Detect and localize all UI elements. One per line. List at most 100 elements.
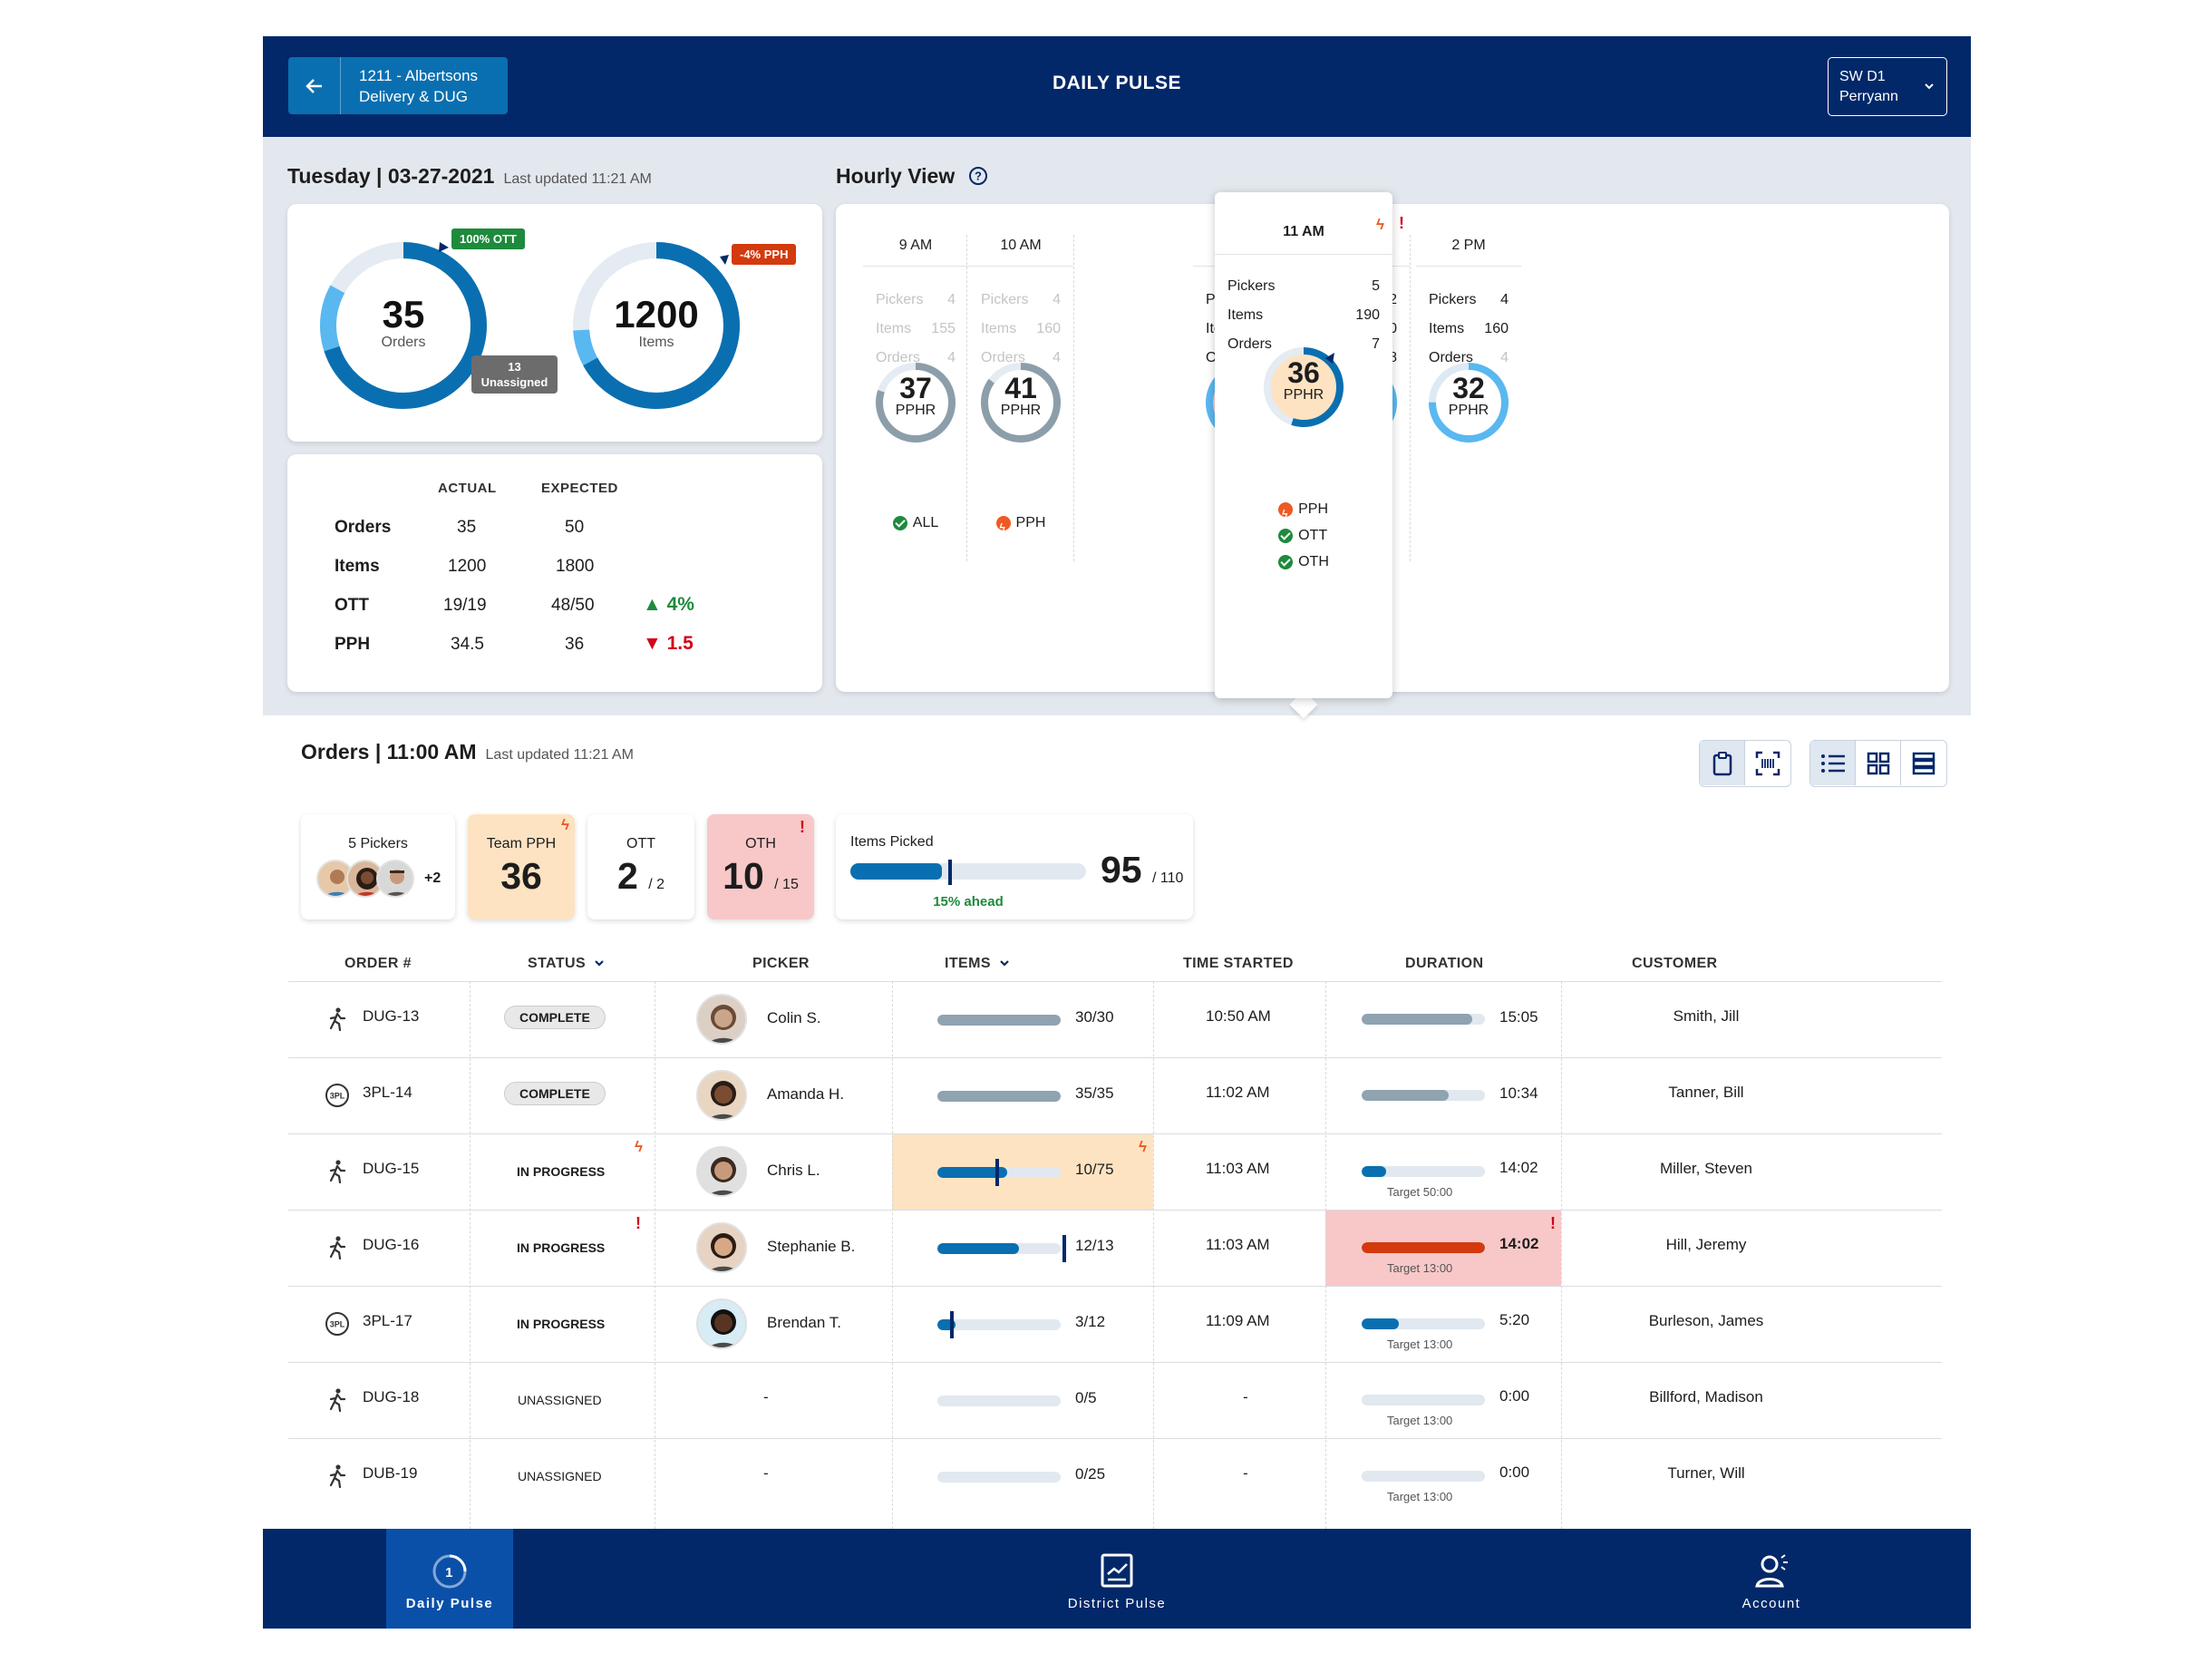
stat-label: Items bbox=[1429, 321, 1465, 336]
hour-stats: Pickers 5 Items 190 Orders 7 bbox=[1227, 272, 1380, 359]
customer-name[interactable]: Miller, Steven bbox=[1659, 1160, 1753, 1177]
customer-name[interactable]: Tanner, Bill bbox=[1668, 1084, 1744, 1101]
col-customer[interactable]: CUSTOMER bbox=[1632, 956, 1718, 971]
table-view-icon[interactable] bbox=[1901, 741, 1946, 785]
order-number[interactable]: 3PL-17 bbox=[363, 1312, 412, 1329]
col-divider bbox=[470, 981, 471, 1529]
list-view-icon[interactable] bbox=[1810, 741, 1856, 785]
items-picked-value: 95 bbox=[1101, 849, 1142, 890]
orders-marker bbox=[439, 242, 449, 252]
customer-name[interactable]: Turner, Will bbox=[1667, 1464, 1745, 1482]
stat-label: Pickers bbox=[876, 292, 924, 307]
stat-row-items: Items 160 bbox=[1429, 315, 1509, 344]
unassigned-badge[interactable]: 13 Unassigned bbox=[471, 355, 558, 394]
store-back-button[interactable]: 1211 - Albertsons Delivery & DUG bbox=[288, 57, 508, 114]
table-row[interactable]: DUB-19 UNASSIGNED - 0/25 - 0:00 Target 13:00 Tu… bbox=[288, 1438, 1942, 1514]
nav-district-pulse[interactable]: District Pulse bbox=[1044, 1529, 1189, 1629]
hourly-card bbox=[836, 204, 1949, 692]
warning-bolt-icon: ϟ bbox=[1139, 1138, 1147, 1155]
picker-name[interactable]: Colin S. bbox=[767, 1009, 821, 1026]
status-badge: COMPLETE bbox=[504, 1006, 606, 1029]
stat-row-orders: Orders 4 bbox=[1429, 344, 1509, 373]
order-number[interactable]: DUB-19 bbox=[363, 1464, 418, 1482]
duration-value: 15:05 bbox=[1499, 1008, 1538, 1026]
time-started: 11:09 AM bbox=[1206, 1312, 1270, 1329]
grid-view-icon[interactable] bbox=[1856, 741, 1901, 785]
district-pulse-icon bbox=[1101, 1553, 1133, 1588]
table-row[interactable]: DUG-13 COMPLETE Colin S. 30/30 10:50 AM 15:05… bbox=[288, 981, 1942, 1057]
district-selector[interactable]: SW D1 Perryann bbox=[1828, 57, 1947, 116]
order-number[interactable]: DUG-15 bbox=[363, 1160, 420, 1177]
items-picked-tile[interactable]: Items Picked 15% ahead 95 / 110 bbox=[836, 814, 1193, 919]
team-pph-tile[interactable]: Team PPH 36 ϟ bbox=[468, 814, 575, 919]
hour-column[interactable]: 9 AM Pickers 4 Items 155 Orders 4 37 PPHR ALL bbox=[863, 204, 968, 676]
nav-daily-pulse[interactable]: 1 Daily Pulse bbox=[386, 1529, 513, 1629]
picker-name[interactable]: Stephanie B. bbox=[767, 1238, 856, 1255]
svg-text:3PL: 3PL bbox=[330, 1320, 345, 1329]
customer-name[interactable]: Hill, Jeremy bbox=[1665, 1236, 1747, 1253]
duration-progress-fill bbox=[1362, 1318, 1399, 1329]
barcode-scan-icon[interactable] bbox=[1745, 741, 1790, 785]
table-row[interactable]: DUG-18 UNASSIGNED - 0/5 - 0:00 Target 13:00 Bil… bbox=[288, 1362, 1942, 1438]
picker-name[interactable]: Amanda H. bbox=[767, 1085, 845, 1103]
customer-name[interactable]: Burleson, James bbox=[1648, 1312, 1764, 1329]
ott-value: 2 bbox=[616, 855, 638, 897]
hour-divider bbox=[1416, 266, 1521, 267]
order-number[interactable]: 3PL-14 bbox=[363, 1084, 412, 1101]
svg-text:?: ? bbox=[975, 170, 982, 183]
order-number[interactable]: DUG-13 bbox=[363, 1007, 420, 1025]
ott-tile[interactable]: OTT 2 / 2 bbox=[587, 814, 694, 919]
pphr-value: 37 PPHR bbox=[863, 374, 968, 419]
duration-progress-bar bbox=[1362, 1090, 1485, 1101]
pickers-tile[interactable]: 5 Pickers +2 bbox=[301, 814, 455, 919]
col-picker[interactable]: PICKER bbox=[752, 956, 810, 971]
duration-progress-fill bbox=[1362, 1090, 1449, 1101]
store-service: Delivery & DUG bbox=[359, 87, 468, 105]
col-status[interactable]: STATUS bbox=[528, 956, 605, 972]
stat-value: 4 bbox=[947, 350, 956, 365]
nav-account[interactable]: Account bbox=[1717, 1529, 1826, 1629]
hour-column[interactable]: 2 PM Pickers 4 Items 160 Orders 4 32 PPHR bbox=[1416, 204, 1521, 676]
time-started: 11:03 AM bbox=[1206, 1236, 1270, 1253]
clipboard-icon[interactable] bbox=[1700, 741, 1745, 785]
col-divider bbox=[1153, 981, 1154, 1529]
table-row[interactable]: DUG-15 IN PROGRESS ϟ Chris L. 10/75 ϟ 11:03 AM… bbox=[288, 1133, 1942, 1211]
duration-target: Target 13:00 bbox=[1387, 1414, 1453, 1427]
top-header: 1211 - Albertsons Delivery & DUG DAILY P… bbox=[263, 36, 1971, 137]
col-time-started[interactable]: TIME STARTED bbox=[1183, 956, 1294, 971]
help-icon[interactable]: ? bbox=[968, 166, 988, 186]
col-divider bbox=[892, 981, 893, 1529]
customer-name[interactable]: Smith, Jill bbox=[1673, 1007, 1740, 1025]
duration-progress-fill bbox=[1362, 1014, 1472, 1025]
table-row[interactable]: 3PL 3PL-14 COMPLETE Amanda H. 35/35 11:02 AM 1… bbox=[288, 1057, 1942, 1133]
avatar bbox=[346, 860, 384, 898]
alert-icon: ! bbox=[800, 818, 805, 836]
time-started: 10:50 AM bbox=[1206, 1007, 1271, 1025]
stat-value: 4 bbox=[1053, 350, 1061, 365]
table-row[interactable]: DUG-16 IN PROGRESS! Stephanie B. 12/13 11:03… bbox=[288, 1210, 1942, 1287]
check-circle-icon bbox=[1278, 528, 1294, 543]
oth-tile[interactable]: OTH 10 / 15 ! bbox=[707, 814, 814, 919]
picker-name[interactable]: Brendan T. bbox=[767, 1314, 841, 1331]
col-duration[interactable]: DURATION bbox=[1405, 956, 1484, 971]
hour-badges: PPH bbox=[968, 510, 1073, 541]
row-label: PPH bbox=[335, 635, 371, 654]
customer-name[interactable]: Billford, Madison bbox=[1649, 1388, 1763, 1405]
col-items[interactable]: ITEMS bbox=[945, 956, 1010, 972]
order-number[interactable]: DUG-16 bbox=[363, 1236, 420, 1253]
stat-row-orders: Orders 7 bbox=[1227, 330, 1380, 359]
warning-circle-icon bbox=[995, 515, 1011, 541]
account-icon bbox=[1755, 1554, 1788, 1588]
order-number[interactable]: DUG-18 bbox=[363, 1388, 420, 1405]
picker-name[interactable]: Chris L. bbox=[767, 1162, 820, 1179]
stat-value: 160 bbox=[1036, 321, 1061, 336]
col-order[interactable]: ORDER # bbox=[344, 956, 412, 971]
orders-ring-remaining bbox=[320, 242, 487, 409]
table-row[interactable]: 3PL 3PL-17 IN PROGRESS Brendan T. 3/12 11:09 … bbox=[288, 1286, 1942, 1362]
pphr-number: 36 bbox=[1287, 356, 1320, 389]
oth-total: / 15 bbox=[774, 877, 799, 892]
pphr-unit: PPHR bbox=[895, 403, 936, 418]
